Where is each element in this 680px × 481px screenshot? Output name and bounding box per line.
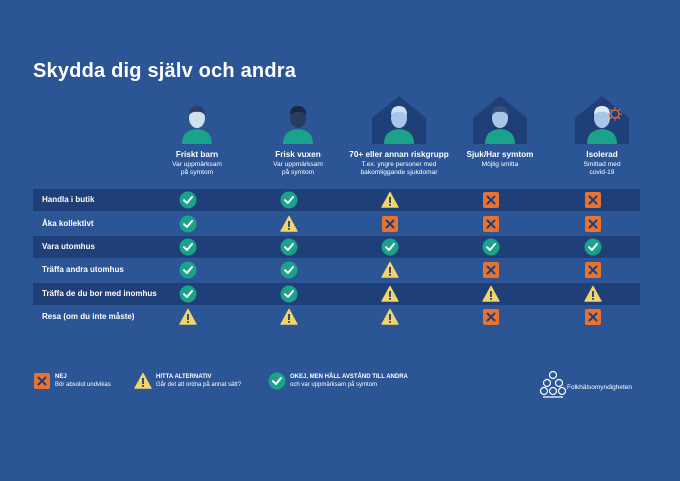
table-row: Åka kollektivt [33, 213, 640, 235]
warning-icon [134, 372, 152, 395]
warning-icon [482, 285, 500, 303]
warning-icon [381, 191, 399, 209]
cross-icon [584, 261, 602, 279]
page-title: Skydda dig själv och andra [33, 60, 297, 82]
cross-icon [482, 215, 500, 233]
person-icon [166, 92, 228, 149]
cross-icon [381, 215, 399, 233]
person-icon [571, 92, 633, 149]
column-title: Friskt barn [175, 150, 219, 159]
column-subtitle: Smittad med covid-19 [547, 161, 657, 177]
check-icon [381, 238, 399, 256]
check-icon [179, 191, 197, 209]
cross-icon [482, 191, 500, 209]
check-icon [280, 285, 298, 303]
warning-icon [280, 308, 298, 326]
column-title: Sjuk/Har symtom [466, 150, 534, 159]
person-icon [469, 92, 531, 149]
column-subtitle-line: bakomliggande sjukdomar [360, 169, 438, 176]
row-label: Vara utomhus [42, 242, 95, 251]
row-label: Träffa de du bor med inomhus [42, 289, 157, 298]
check-icon [179, 215, 197, 233]
warning-icon [280, 215, 298, 233]
check-icon [584, 238, 602, 256]
column-title: Frisk vuxen [275, 150, 321, 159]
column-subtitle: Möjlig smitta [445, 161, 555, 169]
logo-text: Folkhälsomyndigheten [567, 384, 633, 391]
check-icon [280, 191, 298, 209]
row-label: Resa (om du inte måste) [42, 312, 135, 321]
check-icon [482, 238, 500, 256]
check-icon [280, 238, 298, 256]
column-subtitle-line: covid-19 [589, 169, 615, 176]
column-header: 70+ eller annan riskgrupp T.ex. yngre per… [344, 0, 454, 190]
table-row: Träffa de du bor med inomhus [33, 283, 640, 305]
table-row: Resa (om du inte måste) [33, 306, 640, 328]
column-title: 70+ eller annan riskgrupp [349, 150, 449, 159]
warning-icon [381, 261, 399, 279]
column-subtitle-line: Var uppmärksam [172, 161, 222, 168]
column-subtitle-line: Möjlig smitta [481, 161, 519, 168]
warning-icon [179, 308, 197, 326]
column-subtitle-line: på symtom [281, 169, 315, 176]
warning-icon [381, 308, 399, 326]
column-header: Frisk vuxen Var uppmärksam på symtom [243, 0, 353, 190]
cross-icon [482, 308, 500, 326]
cross-icon [33, 372, 51, 395]
legend-title: HITTA ALTERNATIV [156, 374, 212, 380]
check-icon [179, 285, 197, 303]
cross-icon [584, 215, 602, 233]
legend-title: OKEJ, MEN HÅLL AVSTÅND TILL ANDRA [290, 374, 408, 380]
warning-icon [381, 285, 399, 303]
check-icon [179, 238, 197, 256]
warning-icon [584, 285, 602, 303]
row-label: Åka kollektivt [42, 219, 94, 228]
column-header: Friskt barn Var uppmärksam på symtom [142, 0, 252, 190]
check-icon [179, 261, 197, 279]
column-subtitle: T.ex. yngre personer med bakomliggande sj… [344, 161, 454, 177]
row-label: Träffa andra utomhus [42, 265, 124, 274]
person-icon [267, 92, 329, 149]
logo-icon [539, 370, 567, 405]
legend-text: Går det att ordna på annat sätt? [156, 382, 242, 388]
cross-icon [584, 191, 602, 209]
column-subtitle-line: Var uppmärksam [273, 161, 323, 168]
table-row: Träffa andra utomhus [33, 259, 640, 281]
check-icon [268, 372, 286, 395]
column-title: Isolerad [586, 150, 618, 159]
column-subtitle: Var uppmärksam på symtom [142, 161, 252, 177]
legend-text: Bör absolut undvikas [55, 382, 111, 388]
row-label: Handla i butik [42, 195, 95, 204]
table-row: Handla i butik [33, 189, 640, 211]
column-header: Isolerad Smittad med covid-19 [547, 0, 657, 190]
legend-title: NEJ [55, 374, 67, 380]
column-subtitle-line: på symtom [180, 169, 214, 176]
check-icon [280, 261, 298, 279]
cross-icon [584, 308, 602, 326]
column-subtitle: Var uppmärksam på symtom [243, 161, 353, 177]
table-row: Vara utomhus [33, 236, 640, 258]
person-icon [368, 92, 430, 149]
column-subtitle-line: T.ex. yngre personer med [361, 161, 437, 168]
column-subtitle-line: Smittad med [583, 161, 621, 168]
legend-text: och var uppmärksam på symtom [290, 382, 378, 388]
column-header: Sjuk/Har symtom Möjlig smitta [445, 0, 555, 190]
cross-icon [482, 261, 500, 279]
